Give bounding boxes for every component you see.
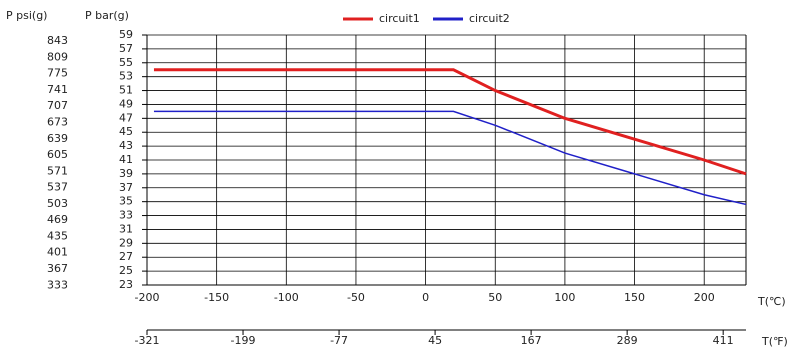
y-tick-label: 51 [119, 84, 133, 97]
y-tick-label: 55 [119, 56, 133, 69]
x-tick-label: 0 [422, 291, 429, 304]
y-tick-label: 43 [119, 139, 133, 152]
x2-tick-label: 411 [713, 334, 734, 347]
y2-tick-label: 401 [47, 246, 68, 259]
legend-label: circuit2 [469, 12, 510, 25]
y2-tick-label: 571 [47, 164, 68, 177]
y2-tick-label: 809 [47, 50, 68, 63]
x2-tick-label: 45 [428, 334, 442, 347]
x2-tick-label: 289 [617, 334, 638, 347]
y2-tick-label: 333 [47, 278, 68, 291]
y-tick-label: 33 [119, 209, 133, 222]
x2-tick-label: -77 [330, 334, 348, 347]
y2-tick-label: 367 [47, 262, 68, 275]
x-tick-label: -50 [347, 291, 365, 304]
y-axis-label: P bar(g) [85, 9, 129, 22]
x2-tick-label: 167 [521, 334, 542, 347]
x-tick-label: -100 [274, 291, 299, 304]
y-tick-label: 41 [119, 153, 133, 166]
y-tick-label: 45 [119, 125, 133, 138]
y-tick-label: 27 [119, 250, 133, 263]
y2-tick-label: 469 [47, 213, 68, 226]
y2-tick-label: 775 [47, 67, 68, 80]
y2-tick-label: 435 [47, 229, 68, 242]
y2-axis-label: P psi(g) [6, 9, 47, 22]
x-tick-label: 200 [694, 291, 715, 304]
y-tick-label: 29 [119, 236, 133, 249]
y-tick-label: 47 [119, 111, 133, 124]
y2-tick-label: 503 [47, 197, 68, 210]
x-tick-label: 100 [554, 291, 575, 304]
y2-tick-label: 673 [47, 115, 68, 128]
y2-tick-label: 537 [47, 181, 68, 194]
x2-tick-label: -199 [231, 334, 256, 347]
y2-tick-label: 741 [47, 83, 68, 96]
x-tick-label: -200 [135, 291, 160, 304]
x-tick-label: -150 [204, 291, 229, 304]
y-tick-label: 39 [119, 167, 133, 180]
y-tick-label: 31 [119, 222, 133, 235]
y-tick-label: 35 [119, 195, 133, 208]
x-tick-label: 50 [488, 291, 502, 304]
y-tick-label: 25 [119, 264, 133, 277]
y2-tick-label: 707 [47, 99, 68, 112]
series-line [153, 110, 747, 206]
legend-label: circuit1 [379, 12, 420, 25]
x2-axis-label: T(℉) [761, 335, 788, 348]
x-axis-label: T(℃) [757, 295, 786, 308]
y-tick-label: 53 [119, 70, 133, 83]
y2-tick-label: 843 [47, 34, 68, 47]
y-tick-label: 59 [119, 28, 133, 41]
x2-tick-label: -321 [135, 334, 160, 347]
y-tick-label: 23 [119, 278, 133, 291]
x-tick-label: 150 [624, 291, 645, 304]
y-tick-label: 49 [119, 97, 133, 110]
y2-tick-label: 605 [47, 148, 68, 161]
y2-tick-label: 639 [47, 132, 68, 145]
y-tick-label: 57 [119, 42, 133, 55]
y-tick-label: 37 [119, 181, 133, 194]
series-line [153, 68, 747, 176]
